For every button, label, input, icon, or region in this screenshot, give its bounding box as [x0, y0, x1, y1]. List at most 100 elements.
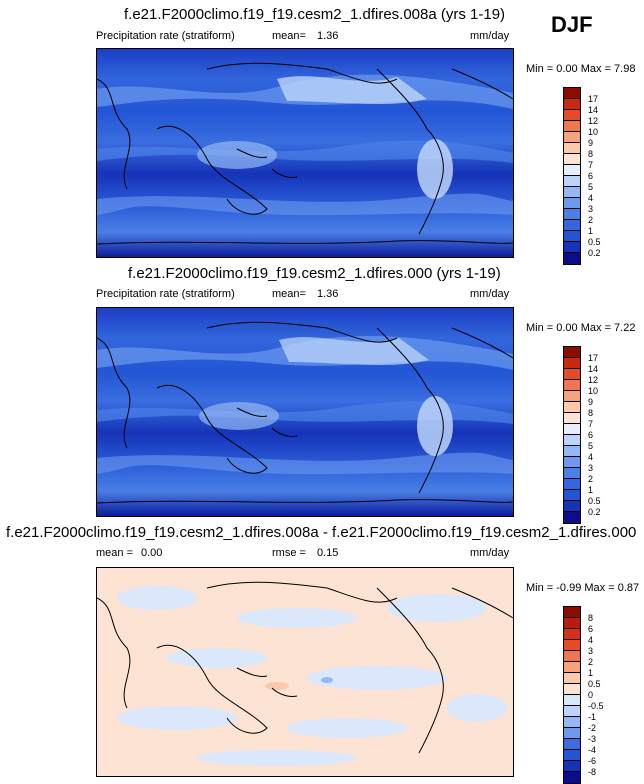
panel-3-colorbar-tick: 1: [588, 668, 594, 678]
panel-2-colorbar-swatch: [564, 468, 580, 479]
panel-3-coastlines: [97, 581, 513, 754]
panel-3-negative-spot: [321, 677, 333, 683]
panel-2-colorbar-tick: 17: [588, 353, 599, 363]
panel-1-colorbar-swatch: [564, 154, 580, 165]
panel-2-colorbar-tick: 4: [588, 452, 594, 462]
panel-1-colorbar-swatch: [564, 253, 580, 264]
panel-1-colorbar-tick: 7: [588, 160, 594, 170]
panel-1-colorbar-swatch: [564, 209, 580, 220]
panel-2-map-svg: [97, 308, 513, 516]
panel-1-colorbar-tick: 5: [588, 182, 594, 192]
panel-3-mean-label: mean =: [96, 547, 133, 559]
panel-3-colorbar-tick: -3: [588, 734, 597, 744]
panel-3-colorbar-tick: 2: [588, 657, 594, 667]
panel-3-colorbar-swatch: [564, 673, 580, 684]
panel-1-colorbar-swatch: [564, 165, 580, 176]
panel-3-colorbar-swatch: [564, 618, 580, 629]
panel-2-colorbar-tick: 10: [588, 386, 599, 396]
panel-2-colorbar-swatch: [564, 457, 580, 468]
panel-3-colorbar-tick: -4: [588, 745, 597, 755]
panel-3-mean-value: 0.00: [141, 547, 163, 559]
panel-3-colorbar-swatch: [564, 717, 580, 728]
panel-2-colorbar-tick: 0.5: [588, 496, 601, 506]
panel-2-maritime-continent: [199, 402, 279, 430]
panel-2-colorbar-swatch: [564, 380, 580, 391]
panel-1-colorbar-tick: 17: [588, 94, 599, 104]
panel-3-colorbar-tick: 0: [588, 690, 594, 700]
panel-2-colorbar-tick: 12: [588, 375, 599, 385]
panel-1-high-precip-band: [277, 76, 427, 105]
panel-3-minmax: Min = -0.99 Max = 0.87: [526, 582, 640, 594]
panel-1-colorbar-swatch: [564, 198, 580, 209]
panel-2-colorbar: [563, 346, 581, 524]
panel-3-colorbar-swatch: [564, 695, 580, 706]
panel-2-units: mm/day: [470, 288, 510, 300]
panel-2-colorbar-tick: 7: [588, 419, 594, 429]
panel-3-colorbar-swatch: [564, 761, 580, 772]
panel-1-map-svg: [97, 49, 513, 257]
panel-3-colorbar-tick: 0.5: [588, 679, 601, 689]
panel-1-colorbar-swatch: [564, 143, 580, 154]
panel-2-colorbar-tick: 14: [588, 364, 599, 374]
panel-1-colorbar-tick: 1: [588, 226, 594, 236]
panel-2-map: [96, 307, 514, 517]
panel-3-positive-spot: [265, 682, 289, 690]
panel-1-colorbar-swatch: [564, 176, 580, 187]
panel-1-colorbar-tick: 8: [588, 149, 594, 159]
panel-3-negative-patches: [117, 586, 507, 766]
panel-3-colorbar-swatch: [564, 684, 580, 695]
panel-3-colorbar-swatch: [564, 706, 580, 717]
panel-3-colorbar-tick: 4: [588, 635, 594, 645]
panel-2-colorbar-swatch: [564, 490, 580, 501]
panel-3-colorbar-swatch: [564, 607, 580, 618]
panel-1-colorbar-swatch: [564, 231, 580, 242]
panel-1-mean-label: mean=: [272, 30, 306, 42]
panel-2-high-precip-band: [279, 337, 429, 366]
panel-1-colorbar-swatch: [564, 187, 580, 198]
panel-1-amazon-maximum: [417, 139, 453, 199]
panel-2-coastlines: [97, 321, 513, 504]
panel-2-colorbar-swatch: [564, 446, 580, 457]
panel-2-colorbar-swatch: [564, 347, 580, 358]
panel-1-colorbar-tick: 2: [588, 215, 594, 225]
panel-2-colorbar-swatch: [564, 391, 580, 402]
season-label: DJF: [551, 12, 593, 37]
panel-3-rmse-value: 0.15: [317, 547, 339, 559]
panel-2-title: f.e21.F2000climo.f19_f19.cesm2_1.dfires.…: [128, 265, 501, 282]
panel-1-itcz-band: [97, 140, 513, 163]
panel-1-map: [96, 48, 514, 258]
panel-1-colorbar-swatch: [564, 220, 580, 231]
panel-3-colorbar-tick: -0.5: [588, 701, 604, 711]
panel-2-colorbar-swatch: [564, 358, 580, 369]
panel-3-map-svg: [97, 568, 513, 776]
panel-2-southern-band: [97, 452, 513, 475]
panel-1-colorbar-swatch: [564, 132, 580, 143]
panel-1-colorbar-tick: 4: [588, 193, 594, 203]
panel-1-colorbar-tick: 6: [588, 171, 594, 181]
panel-3-title: f.e21.F2000climo.f19_f19.cesm2_1.dfires.…: [6, 524, 637, 541]
panel-2-colorbar-tick: 8: [588, 408, 594, 418]
panel-2-mean-label: mean=: [272, 288, 306, 300]
panel-1-colorbar: [563, 87, 581, 265]
panel-2-colorbar-tick: 5: [588, 441, 594, 451]
panel-1-coastlines: [97, 62, 513, 245]
panel-3-colorbar-swatch: [564, 662, 580, 673]
panel-1-minmax: Min = 0.00 Max = 7.98: [526, 63, 636, 75]
panel-3-colorbar-swatch: [564, 739, 580, 750]
panel-1-mean-value: 1.36: [317, 30, 339, 42]
panel-2-colorbar-swatch: [564, 413, 580, 424]
panel-2-colorbar-tick: 2: [588, 474, 594, 484]
panel-1-colorbar-tick: 0.5: [588, 237, 601, 247]
panel-1-colorbar-swatch: [564, 242, 580, 253]
panel-2-colorbar-swatch: [564, 402, 580, 413]
panel-3-colorbar-tick: -8: [588, 767, 597, 777]
panel-2-colorbar-tick: 9: [588, 397, 594, 407]
panel-1-colorbar-tick: 12: [588, 116, 599, 126]
panel-3-colorbar-swatch: [564, 629, 580, 640]
panel-2-colorbar-swatch: [564, 435, 580, 446]
panel-1-colorbar-tick: 3: [588, 204, 594, 214]
panel-2-colorbar-tick: 0.2: [588, 507, 601, 517]
panel-2-colorbar-swatch: [564, 512, 580, 523]
panel-3-colorbar-swatch: [564, 640, 580, 651]
panel-3-map: [96, 567, 514, 777]
